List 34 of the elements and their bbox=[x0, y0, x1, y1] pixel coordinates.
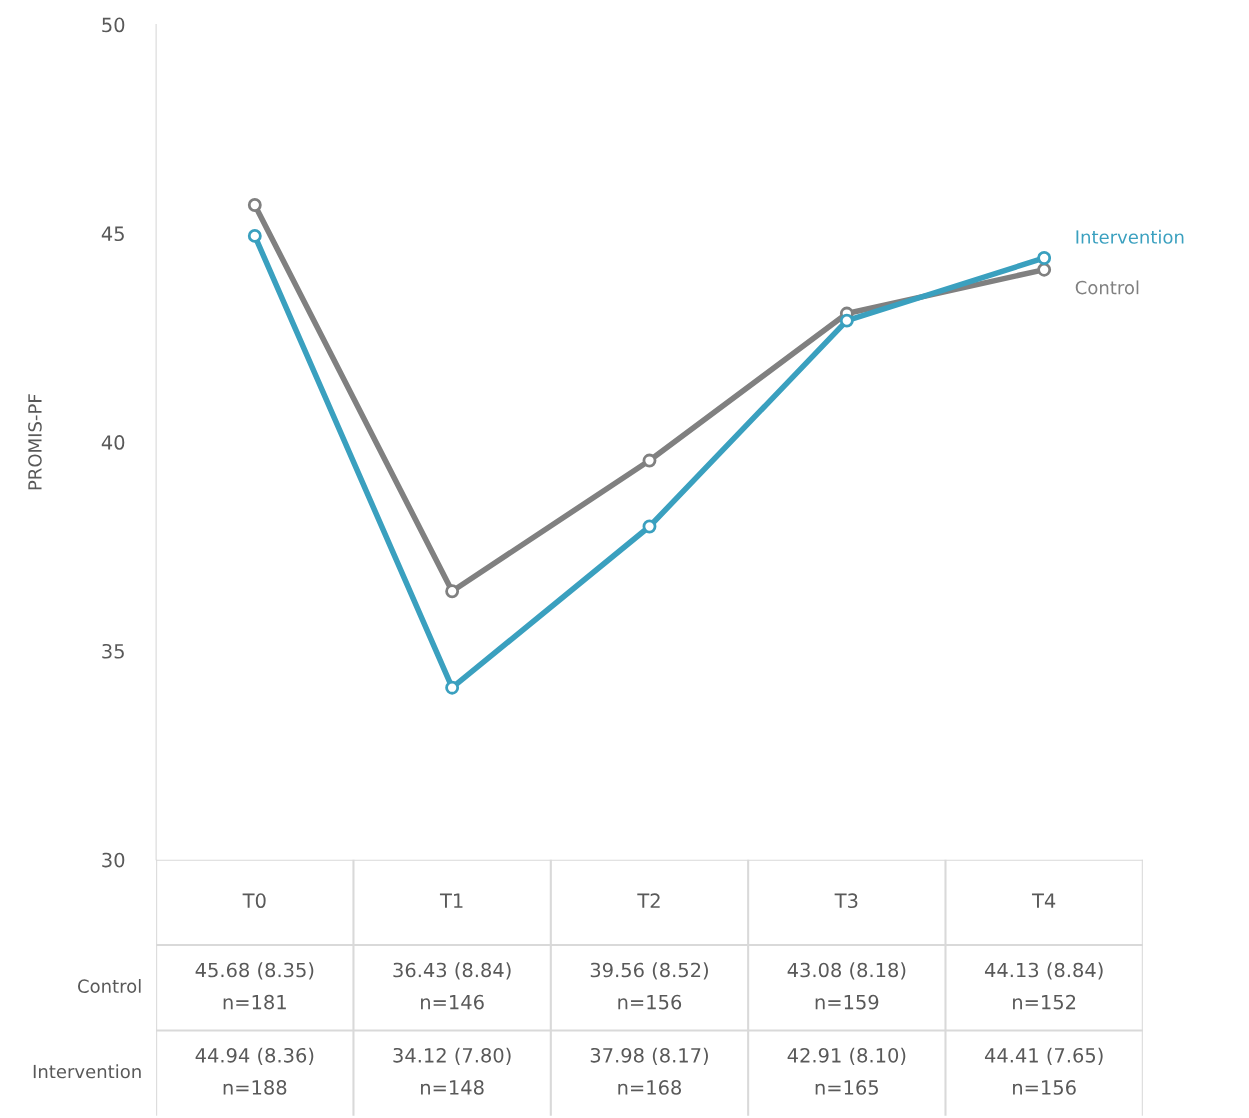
data-label: 44.41 (7.65) n=156 bbox=[984, 1047, 1103, 1095]
point bbox=[247, 198, 262, 212]
point bbox=[642, 519, 657, 534]
data-label: 34.12 (7.80) n=148 bbox=[393, 1047, 511, 1095]
x-tick-label: T0 bbox=[242, 893, 266, 909]
y-tick-label: 35 bbox=[102, 643, 124, 659]
data-label: 36.43 (8.84) n=146 bbox=[393, 962, 511, 1010]
point bbox=[642, 453, 657, 468]
point bbox=[247, 228, 262, 243]
point bbox=[445, 584, 460, 599]
y-tick-label: 30 bbox=[102, 852, 125, 868]
y-tick-label: 40 bbox=[101, 435, 125, 450]
point bbox=[445, 680, 460, 695]
x-tick-label: T4 bbox=[1031, 893, 1056, 908]
text: Intervention bbox=[33, 1064, 141, 1079]
point bbox=[1037, 251, 1052, 265]
text: Control bbox=[77, 979, 141, 993]
data-label: 43.08 (8.18) n=159 bbox=[787, 962, 906, 1010]
point bbox=[1037, 262, 1052, 277]
y-tick-label: 50 bbox=[102, 17, 125, 33]
data-label: 44.94 (8.36) n=188 bbox=[195, 1047, 314, 1095]
data-label: 44.13 (8.84) n=152 bbox=[984, 962, 1103, 1010]
y-axis-title: PROMIS-PF bbox=[28, 394, 42, 490]
data-label: 45.68 (8.35) n=181 bbox=[195, 962, 314, 1010]
data-label: 42.91 (8.10) n=165 bbox=[787, 1047, 906, 1095]
series-label: Control bbox=[1075, 280, 1139, 295]
x-tick-label: T1 bbox=[439, 893, 463, 908]
y-tick-label: 45 bbox=[101, 226, 124, 242]
x-tick-label: T3 bbox=[834, 893, 858, 909]
data-label: 39.56 (8.52) n=156 bbox=[590, 962, 708, 1010]
data-label: 37.98 (8.17) n=168 bbox=[590, 1047, 708, 1095]
point bbox=[839, 313, 854, 328]
x-tick-label: T2 bbox=[637, 893, 660, 908]
series-label: Intervention bbox=[1076, 229, 1184, 244]
